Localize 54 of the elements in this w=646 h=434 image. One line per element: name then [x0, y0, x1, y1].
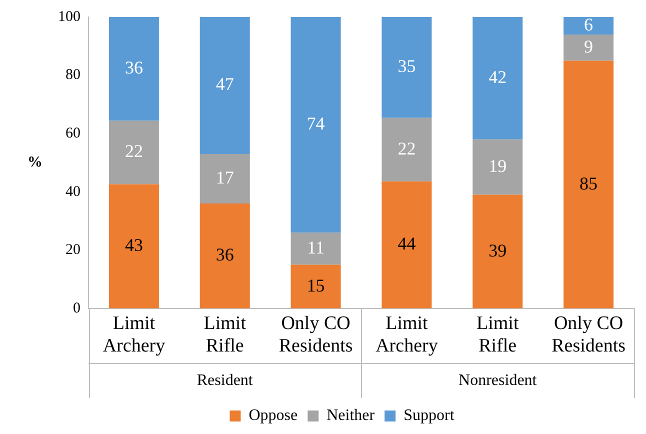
bar [472, 139, 523, 195]
x-tick-label: Limit Rifle [476, 312, 520, 357]
data-label: 35 [398, 56, 416, 76]
data-label: 39 [488, 240, 507, 260]
data-label: 36 [216, 244, 234, 265]
bar [290, 17, 341, 233]
data-label: 74 [306, 114, 325, 134]
legend-label: Oppose [248, 407, 298, 424]
y-tick-label: 80 [66, 67, 80, 84]
y-tick-label: 40 [66, 184, 80, 200]
data-label: 42 [488, 66, 507, 87]
x-tick-label: Only CO Residents [552, 312, 626, 357]
y-tick-label: 60 [66, 125, 80, 142]
data-label: 36 [124, 58, 143, 78]
x-tick-label: Only CO Residents [278, 312, 353, 357]
data-label: 19 [488, 156, 507, 176]
bar [290, 232, 341, 265]
x-tick-label: Limit Archery [102, 312, 166, 357]
data-label: 11 [307, 237, 324, 258]
data-label: 85 [580, 173, 598, 194]
y-tick-label: 0 [73, 300, 80, 316]
bar [472, 17, 523, 140]
bar [108, 184, 159, 308]
bar [564, 60, 614, 308]
data-label: 44 [398, 234, 416, 254]
text: Resident [196, 372, 254, 390]
x-tick-label: Limit Rifle [204, 312, 247, 357]
bar [564, 17, 614, 34]
y-tick-label: 20 [66, 242, 80, 258]
bar [108, 17, 159, 121]
bar [382, 118, 432, 182]
data-label: 6 [584, 14, 594, 34]
bar [200, 154, 250, 204]
bar [290, 264, 341, 308]
x-tick-label: Limit Archery [376, 312, 438, 357]
text: Nonresident [458, 372, 538, 390]
data-label: 9 [584, 36, 594, 56]
bar [382, 17, 432, 118]
data-label: 15 [306, 275, 325, 296]
bar [472, 194, 523, 308]
y-axis-title: % [28, 154, 42, 171]
legend-label: Neither [326, 407, 376, 424]
bar [108, 120, 159, 184]
data-label: 22 [398, 138, 416, 158]
data-label: 43 [124, 235, 143, 256]
data-label: 17 [216, 167, 234, 188]
bar [564, 34, 614, 61]
y-tick-label: 100 [58, 8, 80, 25]
bar [200, 203, 250, 308]
bar [382, 181, 432, 308]
bar [200, 17, 250, 154]
data-label: 22 [124, 141, 143, 162]
data-label: 47 [216, 74, 234, 94]
legend-label: Support [404, 407, 455, 424]
